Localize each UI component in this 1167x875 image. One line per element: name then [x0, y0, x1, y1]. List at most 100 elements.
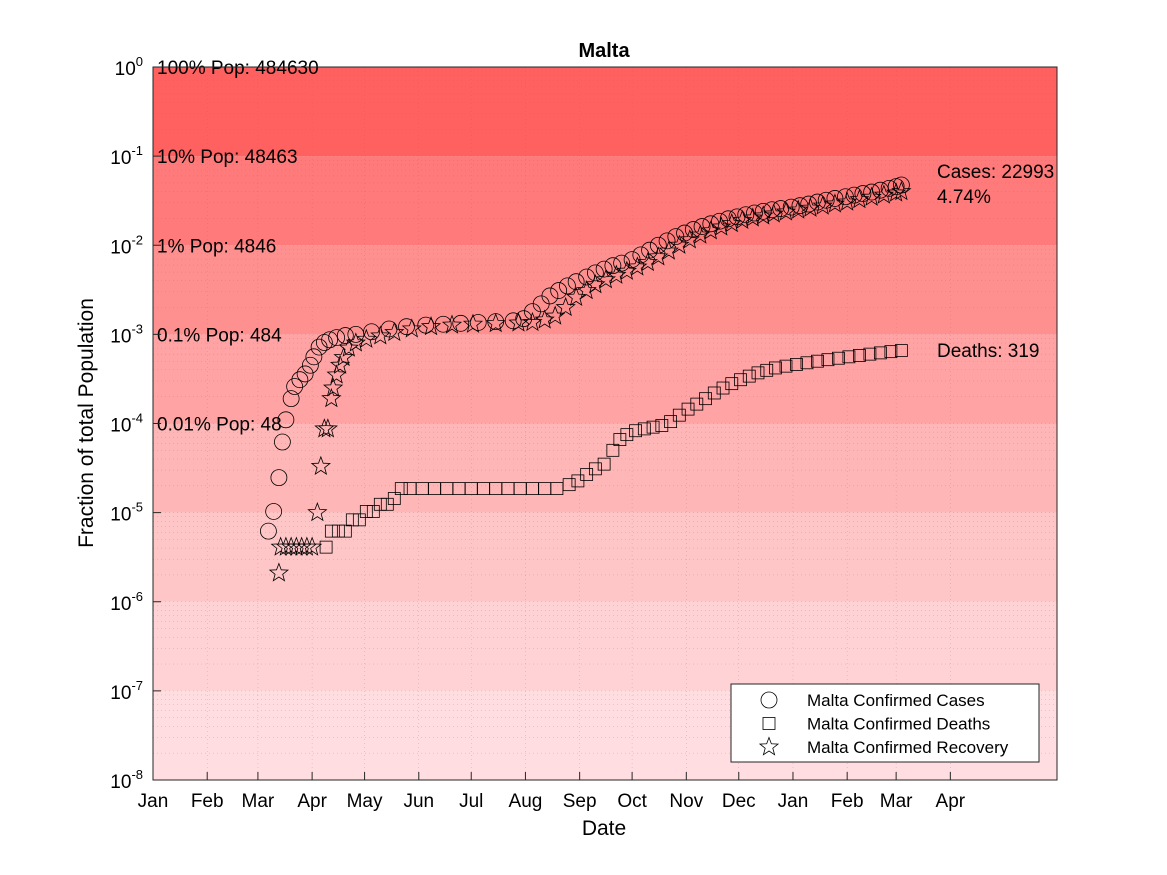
y-axis-ticks: 10-8 10-7 10-6 10-5 10-4 10-3 10-2 10-1 100 [110, 54, 161, 793]
circle-marker [336, 327, 354, 344]
star-marker [700, 220, 721, 240]
square-marker [629, 424, 642, 438]
square-marker [894, 344, 908, 357]
star-marker [401, 318, 422, 338]
star-marker [824, 193, 846, 213]
star-marker [732, 209, 753, 230]
circle-marker [541, 287, 559, 305]
star-marker [861, 186, 882, 206]
star-marker [296, 536, 317, 556]
square-marker [646, 420, 660, 434]
star-marker [508, 312, 529, 332]
star-marker [301, 536, 323, 556]
square-marker [373, 497, 387, 511]
population-band-1 [153, 601, 1057, 691]
square-marker [655, 419, 669, 432]
square-marker [884, 345, 898, 359]
x-tick-label: Jul [459, 791, 483, 812]
legend-label: Malta Confirmed Recovery [807, 738, 1009, 757]
band-labels: 100% Pop: 484630 10% Pop: 48463 1% Pop: 48… [157, 58, 319, 436]
star-marker [384, 321, 405, 342]
circle-marker [559, 277, 576, 295]
star-marker [576, 279, 597, 300]
circle-marker [321, 331, 339, 349]
circle-marker [604, 257, 622, 275]
star-marker [788, 199, 809, 219]
square-marker [338, 524, 352, 538]
square-marker [571, 474, 585, 488]
square-marker [725, 377, 739, 391]
circle-marker [452, 314, 470, 332]
population-band-2 [153, 512, 1057, 602]
circle-marker [273, 433, 291, 451]
circle-marker [737, 206, 755, 224]
star-marker [345, 332, 366, 352]
star-marker [566, 286, 587, 307]
star-marker [711, 216, 732, 236]
star-marker [742, 207, 763, 227]
population-band-5 [153, 245, 1057, 335]
circle-marker [595, 260, 613, 278]
x-tick-label: Feb [191, 791, 224, 812]
circle-marker [754, 202, 772, 220]
star-marker [873, 184, 895, 204]
circle-marker [567, 273, 585, 291]
y-axis-label: Fraction of total Population [75, 298, 98, 548]
square-marker [690, 397, 704, 411]
y-tick-label: 10-7 [110, 678, 143, 704]
star-marker [307, 501, 328, 522]
star-marker [441, 314, 463, 334]
square-marker [760, 363, 774, 377]
star-marker [891, 180, 912, 201]
circle-marker [763, 201, 781, 219]
y-tick-label: 100 [115, 54, 143, 80]
legend-box [730, 683, 1040, 763]
cases-annotation: Cases: 22993 [937, 162, 1054, 183]
square-marker [324, 524, 338, 538]
circle-marker [782, 198, 800, 216]
square-marker [387, 492, 401, 505]
circle-marker [286, 378, 304, 395]
circle-marker [800, 195, 818, 213]
band-label: 0.01% Pop: 48 [157, 415, 282, 436]
square-marker [681, 402, 695, 416]
square-marker [637, 422, 651, 436]
star-marker [800, 197, 821, 217]
x-axis-label: Date [582, 817, 626, 840]
x-tick-label: Dec [722, 791, 756, 812]
x-tick-label: Apr [297, 791, 327, 812]
square-marker [319, 540, 333, 554]
x-tick-label: Feb [831, 791, 864, 812]
star-marker [485, 312, 506, 333]
square-marker [842, 350, 856, 364]
star-marker [658, 240, 679, 260]
deaths-annotation: Deaths: 319 [937, 341, 1039, 362]
x-tick-label: Jan [778, 791, 809, 812]
square-marker [853, 349, 866, 362]
circle-marker [291, 371, 309, 389]
square-marker [352, 513, 366, 527]
data-markers [260, 176, 912, 582]
star-marker [338, 337, 359, 357]
square-marker [707, 386, 721, 400]
square-marker [620, 428, 634, 442]
star-marker [721, 212, 742, 233]
star-marker [370, 325, 391, 345]
square-marker [366, 505, 380, 518]
circle-marker [693, 218, 711, 235]
square-marker [779, 359, 793, 373]
circle-marker [260, 522, 277, 540]
circle-marker [658, 232, 676, 250]
square-marker [790, 358, 803, 371]
star-marker [849, 188, 870, 209]
circle-marker [826, 190, 844, 207]
square-marker [742, 369, 756, 383]
circle-marker [515, 310, 533, 328]
star-marker [545, 305, 566, 325]
star-marker [753, 205, 774, 225]
band-label: 0.1% Pop: 484 [157, 325, 282, 346]
circle-marker [301, 356, 319, 374]
square-marker [800, 356, 814, 370]
star-marker [329, 354, 351, 374]
population-band-7 [153, 67, 1057, 157]
